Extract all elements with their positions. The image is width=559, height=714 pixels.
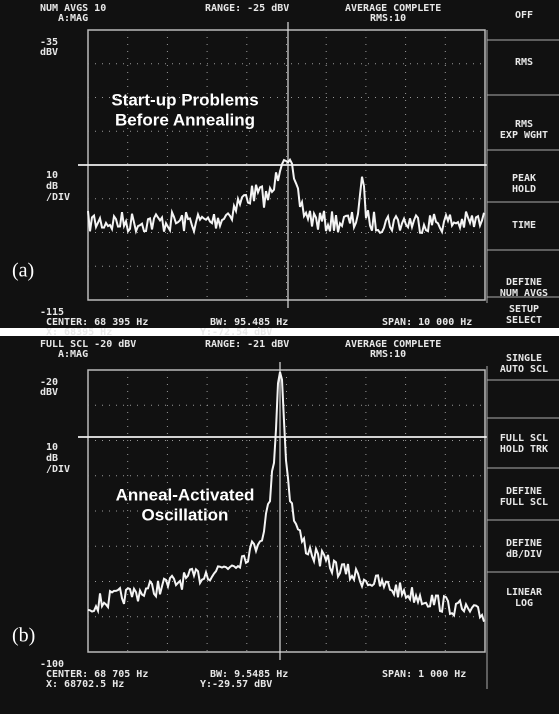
scale-label: dB [46, 181, 58, 192]
footer-y: Y:-72.54 dBV [200, 327, 272, 338]
scale-label: /DIV [46, 464, 70, 475]
scale-label: dB [46, 453, 58, 464]
scale-label: /DIV [46, 192, 70, 203]
header-center: RANGE: -21 dBV [205, 339, 289, 350]
screenshot: NUM AVGS 10A:MAGRANGE: -25 dBVAVERAGE CO… [0, 0, 559, 714]
annotation: Start-up Problems [111, 90, 258, 109]
menu-key: FULL SCL [500, 497, 548, 508]
menu-key: HOLD TRK [500, 444, 548, 455]
menu-key: OFF [515, 10, 533, 21]
panel-label: (b) [12, 625, 35, 647]
menu-key: TIME [512, 220, 536, 231]
footer-x: X: 68702.5 Hz [46, 679, 124, 690]
header-sub: A:MAG [58, 13, 88, 24]
menu-key: LINEAR [506, 587, 543, 598]
menu-key: AUTO SCL [500, 364, 548, 375]
header-left: FULL SCL -20 dBV [40, 339, 136, 350]
annotation: Oscillation [142, 505, 229, 524]
menu-key: DEFINE [506, 538, 542, 549]
annotation: Before Annealing [115, 110, 255, 129]
menu-key: SETUP [509, 304, 539, 315]
menu-key: DEFINE [506, 486, 542, 497]
annotation: Anneal-Activated [116, 485, 255, 504]
header-sub: A:MAG [58, 349, 88, 360]
menu-key: FULL SCL [500, 433, 548, 444]
top-unit: dBV [40, 387, 58, 398]
header-center: RANGE: -25 dBV [205, 3, 289, 14]
menu-key: HOLD [512, 184, 536, 195]
footer-x: X: 68395 Hz [46, 327, 112, 338]
scale-label: 10 [46, 442, 58, 453]
menu-key: SINGLE [506, 353, 542, 364]
menu-key: SELECT [506, 315, 542, 326]
panel-label: (a) [12, 260, 34, 282]
footer-span: SPAN: 10 000 Hz [382, 317, 472, 328]
top-unit: dBV [40, 47, 58, 58]
scale-label: 10 [46, 170, 58, 181]
menu-key: DEFINE [506, 277, 542, 288]
footer-y: Y:-29.57 dBV [200, 679, 272, 690]
menu-key: EXP WGHT [500, 130, 548, 141]
menu-key: LOG [515, 598, 533, 609]
header-right-sub: RMS:10 [370, 349, 406, 360]
header-right-sub: RMS:10 [370, 13, 406, 24]
menu-key: NUM AVGS [500, 288, 548, 299]
footer-span: SPAN: 1 000 Hz [382, 669, 466, 680]
menu-key: RMS [515, 57, 533, 68]
menu-key: RMS [515, 119, 533, 130]
screen-a [0, 0, 559, 328]
menu-key: dB/DIV [506, 549, 542, 560]
menu-key: PEAK [512, 173, 536, 184]
